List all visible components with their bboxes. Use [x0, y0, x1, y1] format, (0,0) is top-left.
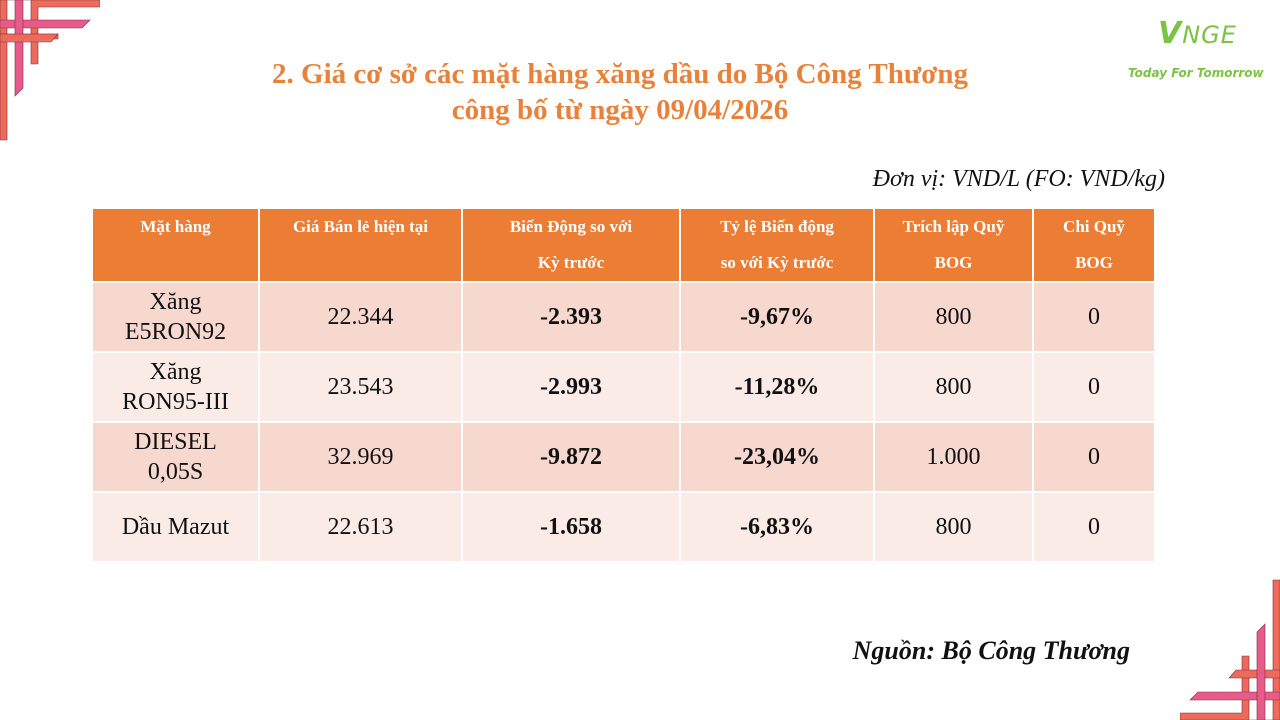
logo-mark: VNGE	[1158, 16, 1237, 51]
table-row: DIESEL 0,05S 32.969 -9.872 -23,04% 1.000 …	[91, 421, 1156, 493]
cell-item: Dầu Mazut	[91, 491, 260, 563]
header-text: Mặt hàng	[140, 217, 211, 236]
corner-frame-decoration-icon	[0, 0, 100, 141]
title-line-2: công bố từ ngày 09/04/2026	[451, 94, 789, 126]
header-text: BOG	[934, 253, 973, 272]
item-text: 0,05S	[147, 459, 204, 485]
item-text: DIESEL	[134, 429, 217, 455]
cell-price: 22.344	[258, 281, 463, 353]
cell-bog-in: 1.000	[873, 421, 1034, 493]
cell-bog-out: 0	[1032, 491, 1156, 563]
title-line-1: 2. Giá cơ sở các mặt hàng xăng dầu do Bộ…	[272, 58, 968, 90]
item-text: RON95-III	[122, 389, 229, 415]
table-header-row: Mặt hàng Giá Bán lẻ hiện tại Biến Động s…	[91, 207, 1156, 283]
item-text: E5RON92	[124, 319, 227, 345]
fuel-price-table: Mặt hàng Giá Bán lẻ hiện tại Biến Động s…	[91, 207, 1156, 563]
cell-change-pct: -6,83%	[679, 491, 875, 563]
cell-item: Xăng RON95-III	[91, 351, 260, 423]
corner-frame-decoration-icon	[1180, 579, 1280, 720]
cell-bog-out: 0	[1032, 421, 1156, 493]
cell-change: -9.872	[461, 421, 681, 493]
header-retail-price: Giá Bán lẻ hiện tại	[258, 207, 463, 283]
cell-change: -1.658	[461, 491, 681, 563]
cell-bog-in: 800	[873, 491, 1034, 563]
table-row: Xăng RON95-III 23.543 -2.993 -11,28% 800 …	[91, 351, 1156, 423]
cell-item: Xăng E5RON92	[91, 281, 260, 353]
cell-change-pct: -9,67%	[679, 281, 875, 353]
logo-v: V	[1158, 16, 1183, 51]
item-text: Dầu Mazut	[121, 514, 230, 540]
item-text: Xăng	[149, 359, 202, 385]
header-bog-out: Chi Quỹ BOG	[1032, 207, 1156, 283]
cell-item: DIESEL 0,05S	[91, 421, 260, 493]
item-text: Xăng	[149, 289, 202, 315]
vnge-logo: VNGE Today For Tomorrow	[1122, 16, 1272, 86]
unit-note: Đơn vị: VND/L (FO: VND/kg)	[872, 166, 1165, 192]
header-text: Tỷ lệ Biến động	[720, 217, 834, 236]
header-text: BOG	[1075, 253, 1113, 272]
slide-title: 2. Giá cơ sở các mặt hàng xăng dầu do Bộ…	[140, 56, 1100, 128]
logo-tagline: Today For Tomorrow	[1128, 66, 1264, 80]
cell-price: 32.969	[258, 421, 463, 493]
cell-change-pct: -23,04%	[679, 421, 875, 493]
header-text: Chi Quỹ	[1063, 217, 1125, 236]
logo-text: NGE	[1182, 21, 1237, 49]
cell-change: -2.393	[461, 281, 681, 353]
header-text: Biến Động so với	[509, 217, 633, 236]
cell-change: -2.993	[461, 351, 681, 423]
cell-bog-out: 0	[1032, 351, 1156, 423]
header-text: Giá Bán lẻ hiện tại	[292, 217, 429, 236]
header-text	[93, 245, 258, 281]
source-note: Nguồn: Bộ Công Thương	[852, 636, 1130, 665]
cell-price: 23.543	[258, 351, 463, 423]
header-bog-in: Trích lập Quỹ BOG	[873, 207, 1034, 283]
cell-bog-out: 0	[1032, 281, 1156, 353]
header-change-pct: Tỷ lệ Biến động so với Kỳ trước	[679, 207, 875, 283]
cell-bog-in: 800	[873, 351, 1034, 423]
header-text: so với Kỳ trước	[720, 253, 834, 272]
header-text: Kỳ trước	[537, 253, 605, 272]
header-change: Biến Động so với Kỳ trước	[461, 207, 681, 283]
cell-change-pct: -11,28%	[679, 351, 875, 423]
cell-price: 22.613	[258, 491, 463, 563]
header-text: Trích lập Quỹ	[902, 217, 1005, 236]
header-item: Mặt hàng	[91, 207, 260, 283]
cell-bog-in: 800	[873, 281, 1034, 353]
header-text	[260, 245, 461, 281]
table-row: Dầu Mazut 22.613 -1.658 -6,83% 800 0	[91, 491, 1156, 563]
table-row: Xăng E5RON92 22.344 -2.393 -9,67% 800 0	[91, 281, 1156, 353]
